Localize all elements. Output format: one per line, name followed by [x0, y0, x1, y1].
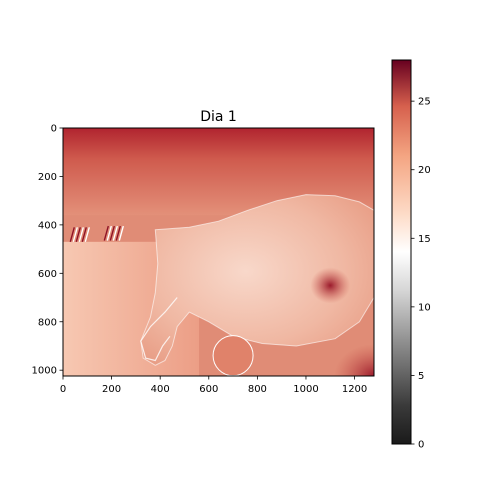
x-tick-label: 1000 [293, 384, 318, 395]
colorbar-tick-label: 5 [418, 371, 424, 382]
heatmap-body-shape [140, 194, 374, 366]
striped-patch [103, 225, 124, 241]
colorbar-tick-label: 20 [418, 165, 431, 176]
colorbar-tick-label: 25 [418, 97, 431, 108]
striped-patch [69, 227, 90, 243]
x-tick-label: 400 [151, 384, 170, 395]
y-tick-label: 400 [38, 220, 57, 231]
x-tick-label: 1200 [342, 384, 367, 395]
y-tick-label: 200 [38, 172, 57, 183]
plot-frame [62, 127, 375, 377]
x-axis: 0 200 400 600 800 1000 1200 [60, 376, 367, 395]
x-tick-label: 0 [60, 384, 66, 395]
y-tick-label: 600 [38, 269, 57, 280]
colorbar-tick-label: 0 [418, 440, 424, 451]
y-tick-label: 1000 [32, 366, 57, 377]
heatmap-circular-region [212, 335, 254, 376]
colorbar [391, 59, 412, 445]
plot-area [63, 128, 374, 376]
x-tick-label: 600 [199, 384, 218, 395]
x-tick-label: 800 [248, 384, 267, 395]
y-tick-label: 800 [38, 317, 57, 328]
heatmap-hot-spot [310, 267, 351, 304]
heatmap-hot-corner [334, 344, 374, 376]
chart-title: Dia 1 [200, 109, 237, 125]
heatmap-striped-patches [69, 225, 124, 243]
colorbar-axis: 0 5 10 15 20 25 [411, 97, 431, 451]
y-tick-label: 0 [51, 124, 57, 135]
colorbar-tick-label: 15 [418, 234, 431, 245]
colorbar-tick-label: 10 [418, 302, 431, 313]
x-tick-label: 200 [102, 384, 121, 395]
y-axis: 0 200 400 600 800 1000 [32, 124, 63, 377]
heatmap-leg-outline [140, 297, 178, 362]
